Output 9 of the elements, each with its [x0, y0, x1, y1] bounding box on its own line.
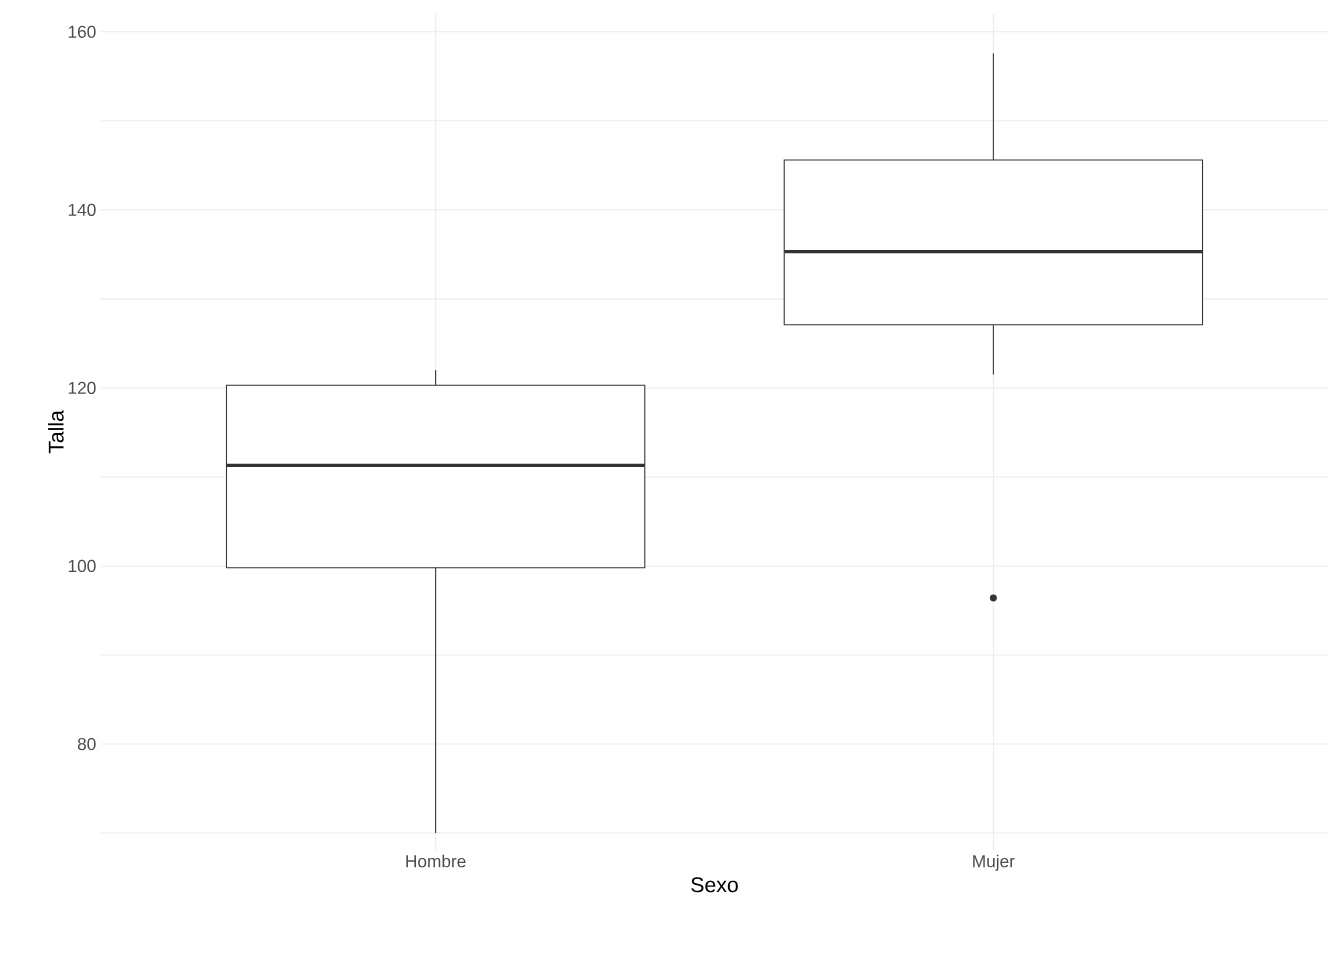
y-tick-label: 100 — [68, 559, 96, 573]
x-axis-title: Sexo — [691, 877, 738, 893]
y-tick-label: 120 — [68, 381, 96, 395]
y-axis-title: Talla — [48, 410, 64, 454]
x-tick-label: Mujer — [973, 854, 1015, 871]
y-tick-label: 160 — [68, 25, 96, 38]
y-tick-label: 140 — [68, 203, 96, 216]
x-tick-label: Hombre — [406, 854, 466, 868]
y-tick-label: 80 — [77, 737, 96, 751]
